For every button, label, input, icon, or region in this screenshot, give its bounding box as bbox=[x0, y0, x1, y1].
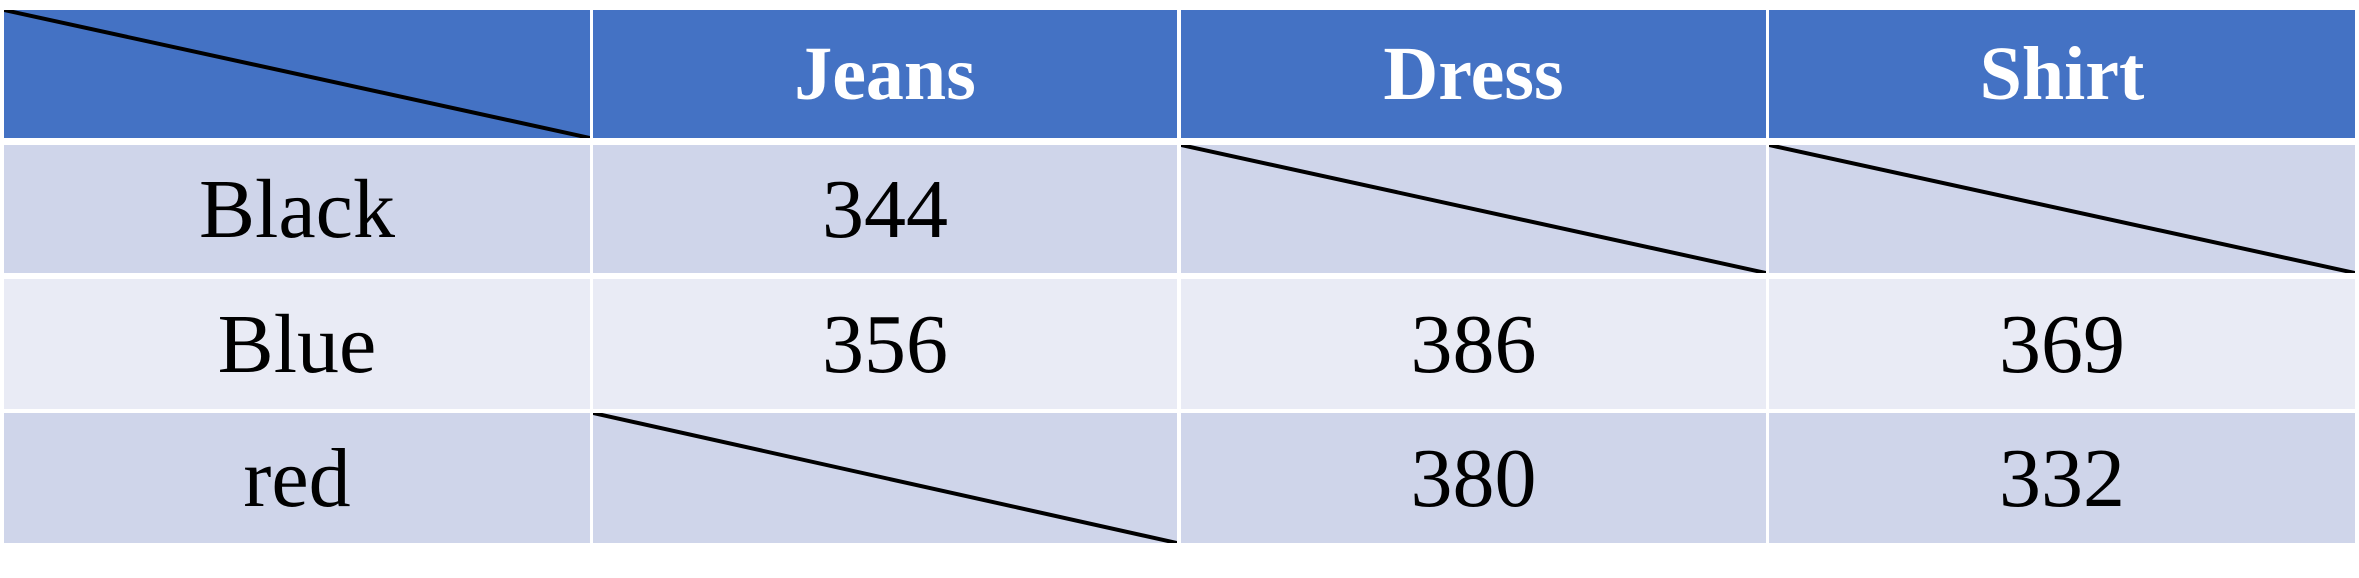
cell-black-dress bbox=[1181, 145, 1766, 273]
cell-blue-dress: 386 bbox=[1181, 279, 1766, 409]
cell-red-jeans bbox=[593, 413, 1177, 543]
row-label-black: Black bbox=[4, 145, 590, 273]
diagonal-slash bbox=[4, 10, 590, 138]
cell-black-shirt bbox=[1769, 145, 2355, 273]
diagonal-slash bbox=[593, 413, 1177, 543]
column-header-shirt: Shirt bbox=[1769, 10, 2355, 138]
cell-blue-shirt: 369 bbox=[1769, 279, 2355, 409]
row-label-blue: Blue bbox=[4, 279, 590, 409]
diagonal-slash bbox=[1181, 145, 1766, 273]
row-label-red: red bbox=[4, 413, 590, 543]
diagonal-slash bbox=[1769, 145, 2355, 273]
cell-black-jeans: 344 bbox=[593, 145, 1177, 273]
cell-red-dress: 380 bbox=[1181, 413, 1766, 543]
cell-blue-jeans: 356 bbox=[593, 279, 1177, 409]
column-header-jeans: Jeans bbox=[593, 10, 1177, 138]
column-header-dress: Dress bbox=[1181, 10, 1766, 138]
cell-red-shirt: 332 bbox=[1769, 413, 2355, 543]
corner-cell bbox=[4, 10, 590, 138]
